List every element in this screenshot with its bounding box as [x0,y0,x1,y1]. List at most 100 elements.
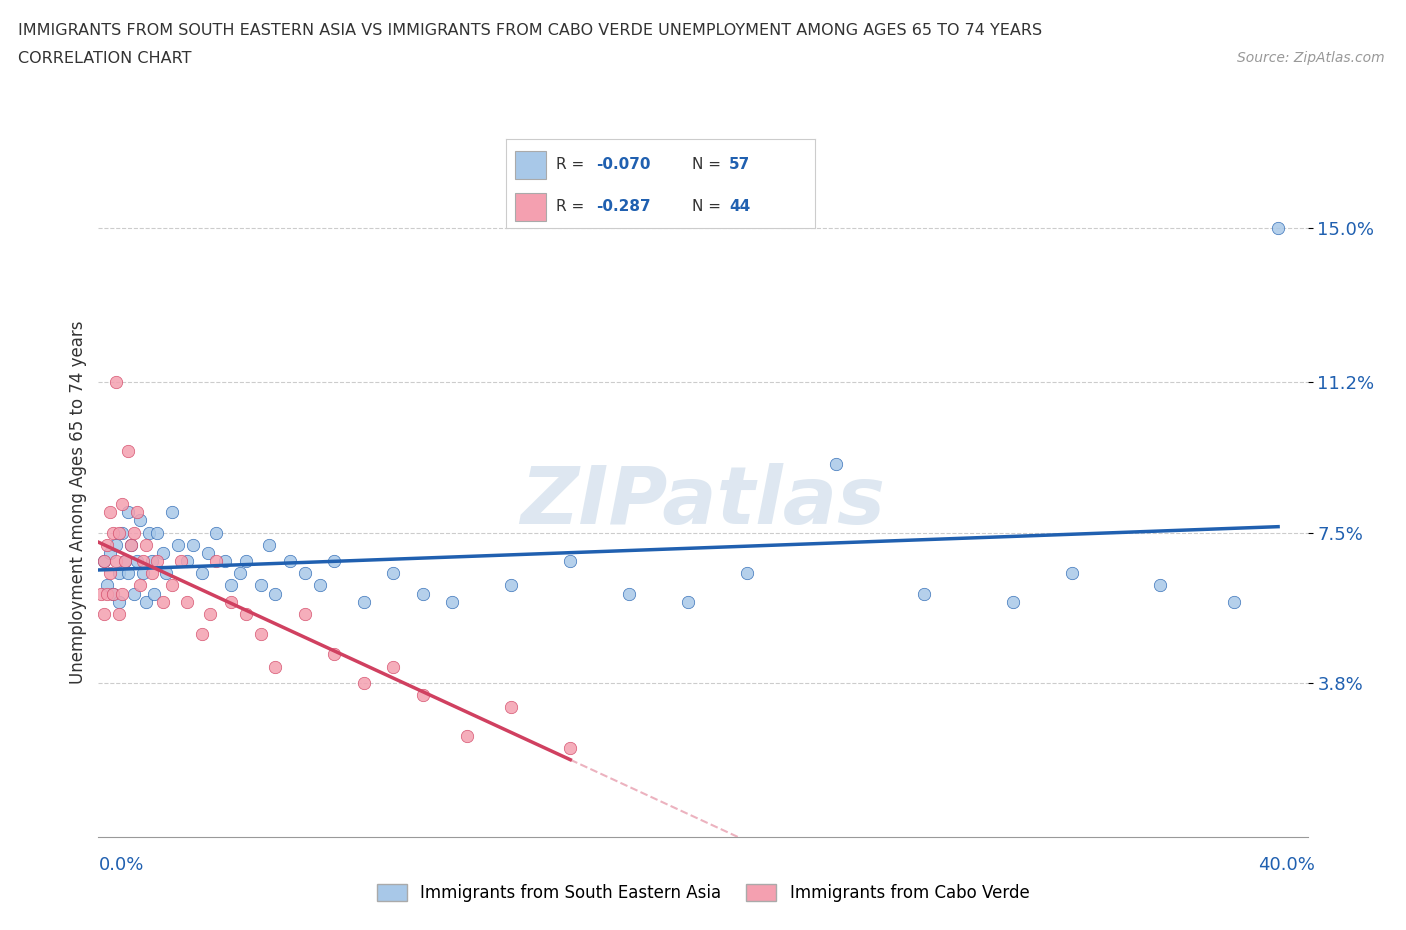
Y-axis label: Unemployment Among Ages 65 to 74 years: Unemployment Among Ages 65 to 74 years [69,321,87,684]
Point [146,553,169,568]
Point [219,594,242,609]
Bar [516,151,547,179]
Point [96,586,118,601]
Point [128,578,150,592]
Point [190,565,212,580]
Point [1001,594,1024,609]
Text: CORRELATION CHART: CORRELATION CHART [18,51,191,66]
Point [105,375,128,390]
Point [125,553,148,568]
Point [249,578,271,592]
Point [108,606,131,621]
Point [249,627,271,642]
Point [146,525,169,540]
Point [167,538,190,552]
Point [135,538,157,552]
Point [128,513,150,528]
Point [108,594,131,609]
Point [135,594,157,609]
Point [108,525,131,540]
Point [131,565,153,580]
Point [101,586,124,601]
Text: 57: 57 [728,157,751,172]
Text: R =: R = [555,199,583,215]
Point [114,553,136,568]
Point [101,525,124,540]
Point [323,553,346,568]
Point [200,606,222,621]
Point [259,538,281,552]
Point [1060,565,1083,580]
Point [264,659,287,674]
Point [912,586,935,601]
Point [308,578,330,592]
Point [294,606,316,621]
Point [619,586,641,601]
Point [111,586,134,601]
Point [108,565,131,580]
Point [278,553,301,568]
Point [382,565,405,580]
Point [98,546,121,561]
Point [122,586,145,601]
Point [264,586,287,601]
Point [176,553,198,568]
Point [138,525,160,540]
Point [143,586,166,601]
Point [131,553,153,568]
Point [205,525,228,540]
Text: R =: R = [555,157,583,172]
Point [235,553,257,568]
Point [353,675,375,690]
Point [111,497,134,512]
Point [120,538,142,552]
Point [501,578,523,592]
Point [93,606,115,621]
Point [96,578,118,592]
Point [235,606,257,621]
Point [152,546,174,561]
Point [170,553,193,568]
Point [117,565,139,580]
Bar [516,193,547,221]
Point [181,538,204,552]
Point [678,594,700,609]
Point [98,505,121,520]
Text: -0.287: -0.287 [596,199,651,215]
Point [1267,220,1289,235]
Point [560,740,582,755]
Point [382,659,405,674]
Point [229,565,252,580]
Point [125,505,148,520]
Point [96,538,118,552]
Point [120,538,142,552]
Text: IMMIGRANTS FROM SOUTH EASTERN ASIA VS IMMIGRANTS FROM CABO VERDE UNEMPLOYMENT AM: IMMIGRANTS FROM SOUTH EASTERN ASIA VS IM… [18,23,1042,38]
Point [219,578,242,592]
Point [117,505,139,520]
Point [155,565,177,580]
Point [1149,578,1171,592]
Point [501,699,523,714]
Point [101,586,124,601]
Point [560,553,582,568]
Point [90,586,112,601]
Point [141,553,163,568]
Point [114,553,136,568]
Point [122,525,145,540]
Text: ZIPatlas: ZIPatlas [520,463,886,541]
Point [456,728,478,743]
Legend: Immigrants from South Eastern Asia, Immigrants from Cabo Verde: Immigrants from South Eastern Asia, Immi… [370,878,1036,909]
Point [1223,594,1246,609]
Text: 0.0%: 0.0% [98,856,143,873]
Point [412,687,434,702]
Point [197,546,219,561]
Point [441,594,464,609]
Point [98,565,121,580]
Point [152,594,174,609]
Text: N =: N = [692,157,721,172]
Point [824,457,846,472]
Text: N =: N = [692,199,721,215]
Point [93,553,115,568]
Point [176,594,198,609]
Point [323,647,346,662]
